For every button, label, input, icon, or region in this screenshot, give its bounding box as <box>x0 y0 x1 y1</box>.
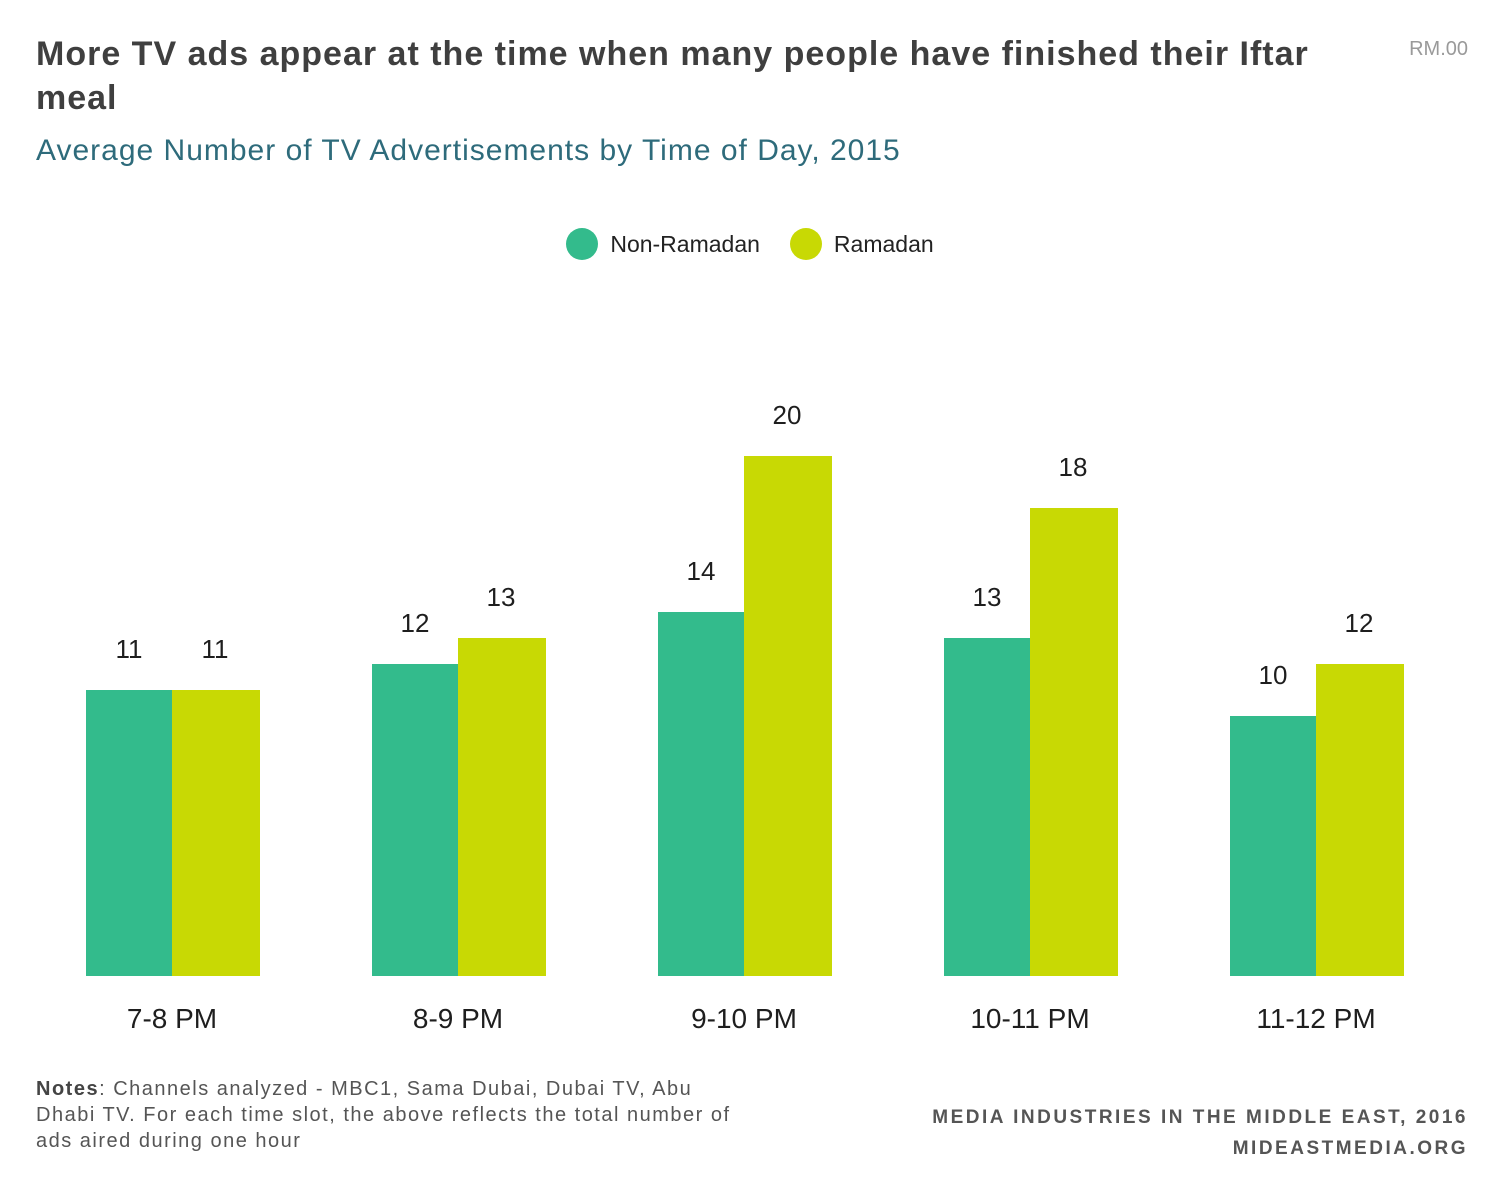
x-tick-label-1: 7-8 PM <box>127 1003 217 1034</box>
bar-ramadan-1 <box>172 690 260 976</box>
bar-non-ramadan-4 <box>944 638 1030 976</box>
bar-non-ramadan-1 <box>86 690 172 976</box>
legend-item-ramadan: Ramadan <box>789 228 934 260</box>
chart-code: RM.00 <box>1409 38 1468 60</box>
data-label-non-ramadan-2: 12 <box>401 608 430 638</box>
bar-ramadan-4 <box>1030 508 1118 976</box>
bar-ramadan-5 <box>1316 664 1404 976</box>
bar-non-ramadan-2 <box>372 664 458 976</box>
legend: Non-Ramadan Ramadan <box>0 228 1500 260</box>
bar-non-ramadan-5 <box>1230 716 1316 976</box>
data-label-non-ramadan-3: 14 <box>687 556 716 586</box>
legend-label-ramadan: Ramadan <box>833 230 934 257</box>
source-line-1: MEDIA INDUSTRIES IN THE MIDDLE EAST, 201… <box>932 1107 1468 1128</box>
bar-chart: 11 11 7-8 PM 12 13 8-9 PM 14 20 9-10 PM 13 18 10-11… <box>86 400 1404 1034</box>
chart-title: More TV ads appear at the time when many… <box>36 35 1309 117</box>
x-tick-label-2: 8-9 PM <box>413 1003 503 1034</box>
bar-non-ramadan-3 <box>658 612 744 976</box>
data-label-non-ramadan-1: 11 <box>116 634 143 664</box>
data-label-non-ramadan-5: 10 <box>1259 660 1288 690</box>
chart-subtitle: Average Number of TV Advertisements by T… <box>36 134 901 167</box>
data-label-ramadan-2: 13 <box>487 582 516 612</box>
x-tick-label-4: 10-11 PM <box>970 1003 1089 1034</box>
source-line-2: MIDEASTMEDIA.ORG <box>1232 1138 1468 1159</box>
notes-text: : Channels analyzed - MBC1, Sama Dubai, … <box>36 1078 731 1152</box>
legend-swatch-ramadan <box>789 228 822 260</box>
legend-swatch-non-ramadan <box>566 228 599 260</box>
data-label-ramadan-4: 18 <box>1059 452 1088 482</box>
notes: Notes: Channels analyzed - MBC1, Sama Du… <box>36 1076 756 1154</box>
x-tick-label-3: 9-10 PM <box>691 1003 797 1034</box>
data-label-ramadan-5: 12 <box>1345 608 1374 638</box>
data-label-ramadan-1: 11 <box>202 634 229 664</box>
bar-ramadan-2 <box>458 638 546 976</box>
notes-label: Notes <box>36 1078 100 1100</box>
source: MEDIA INDUSTRIES IN THE MIDDLE EAST, 201… <box>932 1102 1468 1164</box>
x-tick-label-5: 11-12 PM <box>1256 1003 1375 1034</box>
legend-item-non-ramadan: Non-Ramadan <box>566 228 760 260</box>
legend-label-non-ramadan: Non-Ramadan <box>610 230 760 257</box>
bar-ramadan-3 <box>744 456 832 976</box>
data-label-ramadan-3: 20 <box>773 400 802 430</box>
data-label-non-ramadan-4: 13 <box>973 582 1002 612</box>
